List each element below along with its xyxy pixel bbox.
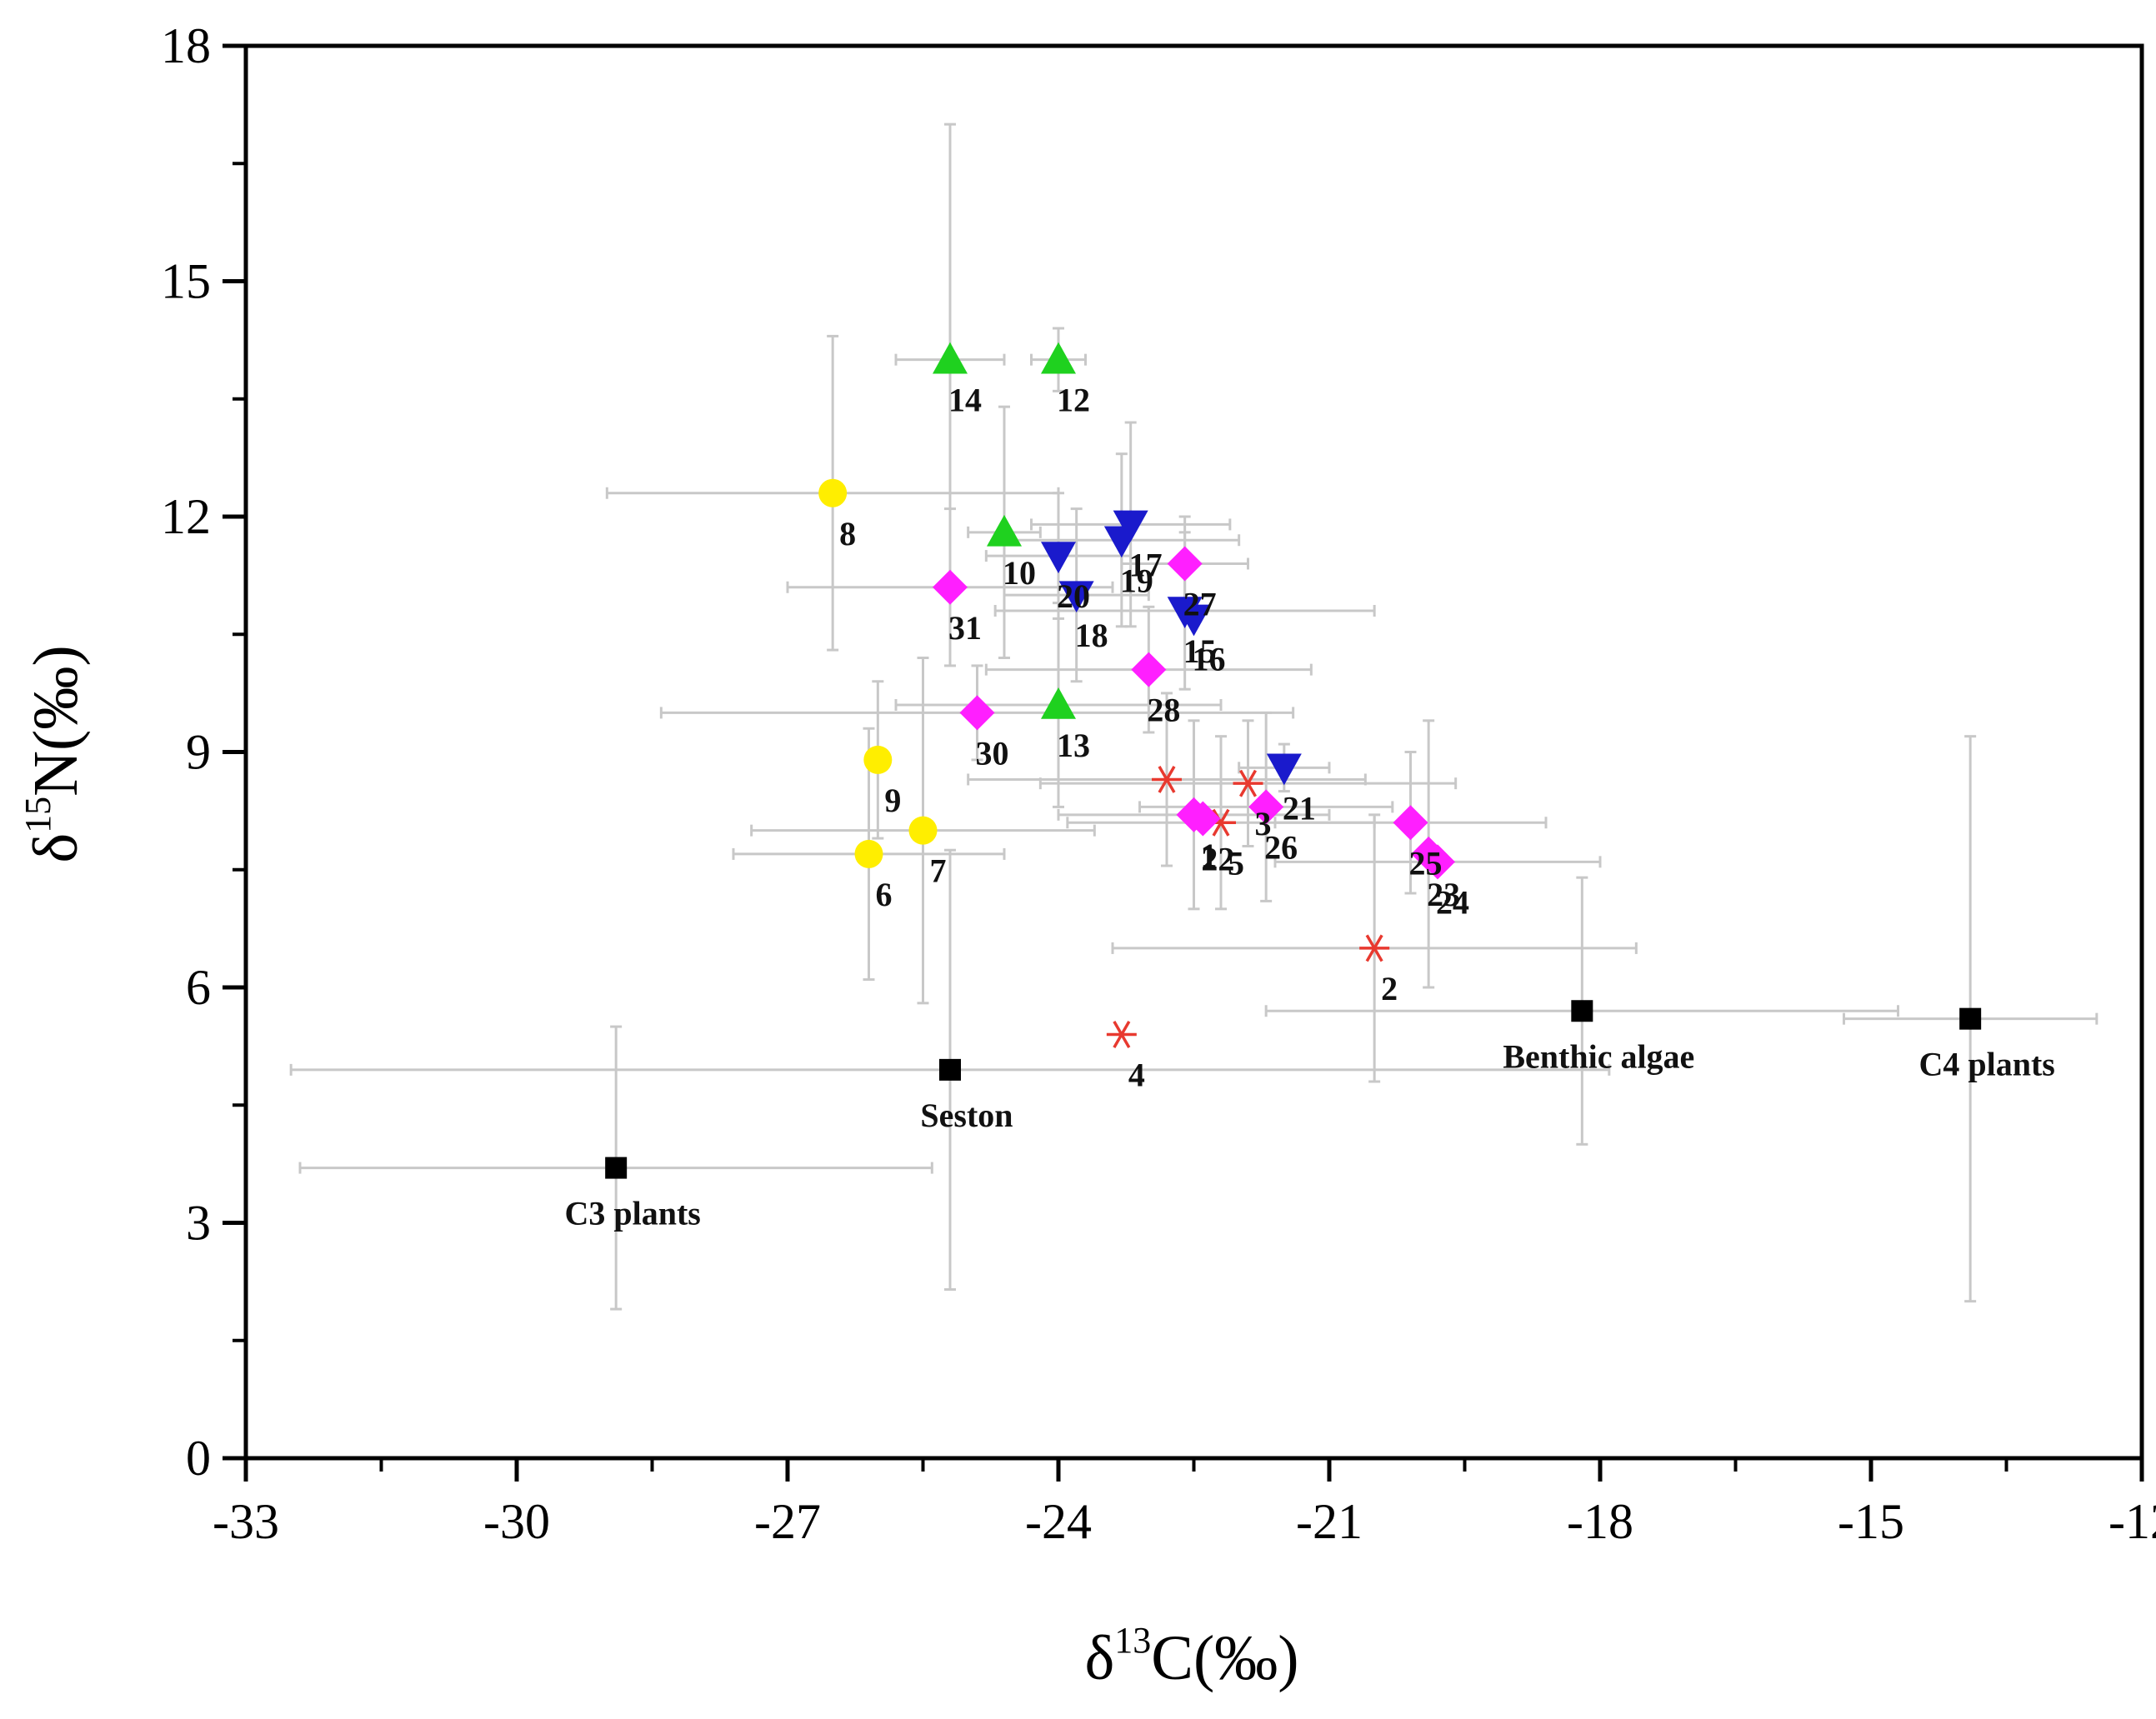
- data-point-star: [1152, 765, 1182, 793]
- point-label: 2: [1381, 970, 1398, 1007]
- point-label: 17: [1129, 546, 1163, 583]
- data-point-diamond: [1185, 801, 1221, 837]
- x-tick-label: -27: [754, 1494, 821, 1549]
- data-point-star: [1233, 769, 1263, 797]
- point-label: 1: [1201, 837, 1218, 874]
- y-axis-title: δ15N(‰): [18, 645, 91, 862]
- y-tick-label: 12: [161, 489, 211, 544]
- data-point-triangle-down: [1103, 526, 1139, 558]
- point-label: 23: [1427, 876, 1460, 913]
- point-label: 10: [1003, 554, 1036, 592]
- point-label: 27: [1183, 586, 1217, 623]
- point-label: 8: [839, 515, 856, 552]
- y-tick-label: 9: [186, 725, 211, 780]
- point-label: 12: [1057, 382, 1090, 419]
- y-tick-label: 0: [186, 1431, 211, 1486]
- data-point-square: [1959, 1007, 1982, 1030]
- data-point-triangle: [933, 342, 968, 374]
- data-point-diamond: [1131, 652, 1167, 687]
- point-label: 20: [1057, 577, 1090, 615]
- data-points-layer: [605, 342, 1982, 1179]
- x-tick-label: -21: [1296, 1494, 1363, 1549]
- data-point-diamond: [1167, 546, 1203, 582]
- data-point-diamond: [959, 695, 995, 731]
- data-point-square: [939, 1058, 961, 1081]
- data-point-triangle: [1041, 687, 1076, 719]
- star-stroke: [1238, 769, 1258, 797]
- point-label: 22: [1201, 841, 1234, 878]
- point-label: 21: [1283, 789, 1316, 827]
- y-tick-label: 3: [186, 1196, 211, 1251]
- x-tick-label: -33: [213, 1494, 279, 1549]
- point-label: 3: [1255, 805, 1272, 842]
- point-label: 18: [1075, 617, 1108, 654]
- x-axis-title: δ13C(‰): [1084, 1620, 1298, 1693]
- point-label: 14: [948, 382, 982, 419]
- data-point-square: [1571, 1000, 1593, 1022]
- data-point-diamond: [1393, 805, 1428, 841]
- data-point-triangle: [987, 514, 1022, 547]
- x-tick-label: -24: [1025, 1494, 1092, 1549]
- y-tick-label: 18: [161, 18, 211, 73]
- source-label: C3 plants: [564, 1195, 700, 1232]
- point-label: 25: [1409, 844, 1443, 882]
- point-labels-layer: 2345678910121314151617181920211222324252…: [564, 382, 2054, 1232]
- point-label: 31: [948, 609, 982, 647]
- x-tick-label: -12: [2108, 1494, 2156, 1549]
- star-stroke: [1113, 1021, 1131, 1048]
- x-tick-label: -18: [1567, 1494, 1633, 1549]
- data-point-triangle-down: [1266, 753, 1302, 786]
- point-label: 9: [884, 782, 901, 819]
- point-label: 6: [876, 876, 893, 913]
- point-label: 4: [1128, 1057, 1145, 1094]
- star-stroke: [1365, 934, 1383, 962]
- point-label: 30: [976, 734, 1009, 772]
- data-point-triangle: [1041, 342, 1076, 374]
- point-label: 16: [1193, 640, 1226, 677]
- data-point-circle: [863, 745, 893, 774]
- point-label: 5: [1228, 844, 1244, 882]
- data-point-star: [1359, 934, 1390, 962]
- data-point-circle: [908, 816, 938, 845]
- data-point-circle: [818, 478, 848, 507]
- point-label: 19: [1120, 562, 1153, 599]
- data-point-diamond: [1420, 844, 1455, 880]
- point-label: 15: [1183, 632, 1217, 670]
- ticks-layer: -33-30-27-24-21-18-15-120369121518: [161, 18, 2156, 1549]
- star-stroke: [1158, 765, 1176, 793]
- data-point-triangle-down: [1058, 581, 1094, 613]
- source-label: Seston: [920, 1097, 1013, 1134]
- x-tick-label: -15: [1838, 1494, 1904, 1549]
- data-point-star: [1106, 1021, 1137, 1048]
- source-label: C4 plants: [1918, 1046, 2054, 1083]
- point-label: 7: [930, 852, 947, 890]
- data-point-diamond: [933, 569, 968, 605]
- point-label: 26: [1264, 828, 1298, 866]
- point-label: 13: [1057, 727, 1090, 764]
- error-bars-layer: [289, 122, 2098, 1311]
- data-point-square: [605, 1157, 628, 1179]
- data-point-diamond: [1248, 789, 1284, 825]
- data-point-triangle-down: [1176, 604, 1212, 637]
- star-stroke: [1212, 808, 1230, 837]
- x-tick-label: -30: [483, 1494, 550, 1549]
- source-label: Benthic algae: [1503, 1037, 1694, 1075]
- data-point-triangle-down: [1041, 542, 1076, 574]
- data-point-circle: [854, 839, 883, 868]
- y-tick-label: 6: [186, 960, 211, 1015]
- point-label: 28: [1147, 692, 1180, 729]
- point-label: 24: [1436, 883, 1469, 921]
- y-tick-label: 15: [161, 254, 211, 309]
